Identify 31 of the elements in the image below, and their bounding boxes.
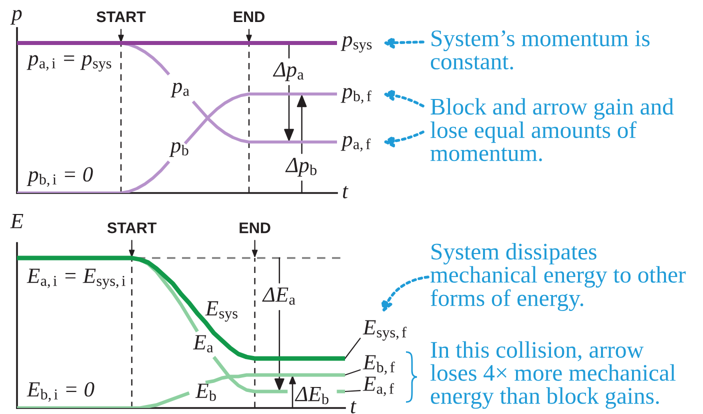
series-label: E$_{b}$ <box>195 384 216 401</box>
x-axis-title: t <box>350 401 356 414</box>
text: System’s momentum is constant. <box>430 30 650 70</box>
annotation: p$_{a,i}$ = p$_{sys}$ <box>26 55 112 72</box>
annotation: E$_{a,i}$ = E$_{sys,i}$ <box>26 268 126 290</box>
series-label: p$_{a}$ <box>170 82 190 98</box>
y-axis-title: p <box>10 10 22 25</box>
series-label: E$_{sys}$ <box>205 301 238 322</box>
text: E$_{b,f}$ <box>362 355 395 375</box>
text: In this collision, arrow loses 4× more mechanical energy than block gains. <box>430 341 676 409</box>
series-label: E$_{a}$ <box>193 335 214 352</box>
text: E$_{sys,f}$ <box>362 320 407 341</box>
text: System dissipates mechanical energy to other forms of energy. <box>430 243 686 311</box>
annotation: Δp$_{b}$ <box>285 158 317 177</box>
text: Block and arrow gain and lose equal amounts of momentum. <box>430 98 674 162</box>
annotation: ΔE$_{b}$ <box>294 386 328 404</box>
y-axis-title: E <box>10 214 24 228</box>
series-label: p$_{b}$ <box>169 142 188 157</box>
series-label: p$_{sys}$ <box>340 36 372 53</box>
x-axis-title: t <box>342 186 348 198</box>
x-tick-label: START <box>96 11 146 22</box>
x-tick-label: END <box>240 222 270 234</box>
text: p$_{b,f}$ <box>340 88 372 104</box>
x-tick-label: START <box>107 222 157 234</box>
text: E$_{a,f}$ <box>362 376 394 396</box>
annotation: p$_{b,i}$ = 0 <box>26 167 93 187</box>
annotation: ΔE$_{a}$ <box>262 287 296 305</box>
annotation: Δp$_{a}$ <box>272 62 304 82</box>
x-tick-label: END <box>234 12 264 22</box>
text: p$_{a,f}$ <box>340 136 371 152</box>
annotation: E$_{b,i}$ = 0 <box>26 382 94 402</box>
